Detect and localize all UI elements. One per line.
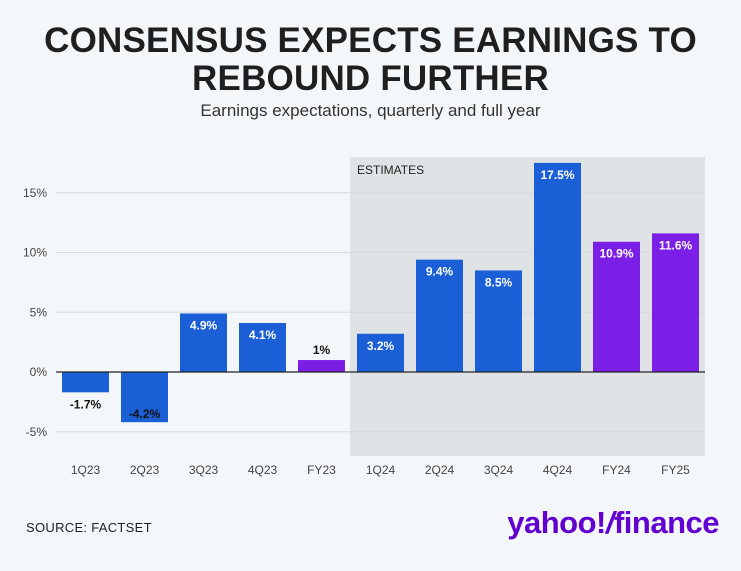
bar-1q24 bbox=[357, 333, 404, 372]
bar-value-label: 1% bbox=[313, 343, 331, 357]
bar-4q24 bbox=[534, 162, 581, 372]
x-tick-label: 3Q23 bbox=[189, 463, 219, 477]
bar-2q24 bbox=[416, 259, 463, 372]
bar-fy23 bbox=[298, 360, 345, 372]
x-tick-label: FY24 bbox=[602, 463, 631, 477]
bar-value-label: -4.2% bbox=[129, 407, 161, 421]
y-tick-label: 15% bbox=[23, 186, 47, 200]
x-tick-label: FY23 bbox=[307, 463, 336, 477]
bar-value-label: -1.7% bbox=[70, 397, 102, 411]
bar-2q23 bbox=[121, 372, 168, 423]
y-tick-label: 5% bbox=[30, 305, 48, 319]
bar-3q24 bbox=[475, 270, 522, 372]
x-tick-label: 1Q23 bbox=[71, 463, 101, 477]
x-tick-label: 2Q24 bbox=[425, 463, 455, 477]
estimates-label: ESTIMATES bbox=[357, 163, 424, 177]
x-tick-label: 4Q24 bbox=[543, 463, 573, 477]
chart-title-line-1: CONSENSUS EXPECTS EARNINGS TO bbox=[44, 21, 697, 60]
y-tick-label: -5% bbox=[26, 425, 48, 439]
chart-subtitle: Earnings expectations, quarterly and ful… bbox=[200, 101, 541, 120]
x-tick-label: 4Q23 bbox=[248, 463, 278, 477]
bar-1q23 bbox=[62, 372, 109, 393]
bar-value-label: 8.5% bbox=[485, 275, 513, 289]
logo-finance-text: finance bbox=[613, 505, 720, 540]
bar-value-label: 17.5% bbox=[540, 168, 574, 182]
yahoo-finance-logo: yahoo!/finance bbox=[507, 505, 719, 541]
x-tick-label: FY25 bbox=[661, 463, 690, 477]
estimates-region bbox=[350, 157, 705, 456]
y-tick-label: 0% bbox=[30, 365, 48, 379]
bar-value-label: 9.4% bbox=[426, 265, 454, 279]
chart-title-line-2: REBOUND FURTHER bbox=[192, 59, 549, 98]
x-tick-label: 3Q24 bbox=[484, 463, 514, 477]
source-note: SOURCE: FACTSET bbox=[26, 520, 152, 535]
y-tick-label: 10% bbox=[23, 246, 47, 260]
bar-4q23 bbox=[239, 323, 286, 372]
bar-value-label: 3.2% bbox=[367, 339, 395, 353]
bar-value-label: 4.9% bbox=[190, 318, 218, 332]
x-tick-label: 2Q23 bbox=[130, 463, 160, 477]
bar-fy25 bbox=[652, 233, 699, 372]
x-tick-label: 1Q24 bbox=[366, 463, 396, 477]
logo-yahoo-text: yahoo! bbox=[507, 505, 606, 540]
chart-title: CONSENSUS EXPECTS EARNINGS TO REBOUND FU… bbox=[0, 22, 741, 98]
bar-value-label: 4.1% bbox=[249, 328, 277, 342]
logo-separator: / bbox=[605, 505, 615, 540]
bar-value-label: 11.6% bbox=[659, 238, 693, 252]
bar-value-label: 10.9% bbox=[599, 247, 633, 261]
bar-3q23 bbox=[180, 313, 227, 372]
bar-fy24 bbox=[593, 241, 640, 372]
